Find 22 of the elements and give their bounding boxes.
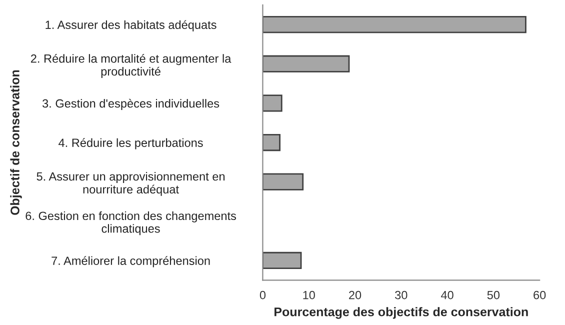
- x-tick-label: 10: [303, 290, 315, 300]
- bar: [262, 134, 280, 152]
- y-tick-label: 4. Réduire les perturbations: [58, 138, 203, 150]
- bar: [262, 55, 350, 72]
- bar: [262, 252, 302, 270]
- bar: [262, 94, 282, 112]
- y-axis-title: Objectif de conservation: [10, 70, 22, 215]
- x-tick-label: 20: [349, 290, 362, 300]
- x-tick-label: 30: [395, 290, 408, 300]
- y-tick-label: 1. Assurer des habitats adéquats: [46, 20, 216, 32]
- bar: [262, 16, 526, 34]
- y-tick-label: 7. Améliorer la compréhension: [52, 256, 210, 268]
- x-tick-label: 60: [534, 290, 546, 300]
- x-tick-label: 40: [441, 290, 454, 300]
- x-tick-label: 0: [260, 290, 266, 300]
- y-tick-label: 6. Gestion en fonction des changements climatiques: [26, 211, 236, 236]
- y-tick-label: 2. Réduire la mortalité et augmenter la productivité: [30, 54, 232, 78]
- bar: [262, 173, 304, 190]
- y-tick-label: 5. Assurer un approvisionnement en nourriture adéquat: [36, 172, 225, 196]
- x-tick-label: 50: [487, 290, 500, 300]
- x-axis-title: Pourcentage des objectifs de conservation: [274, 307, 528, 319]
- y-tick-label: 3. Gestion d'espèces individuelles: [42, 98, 220, 110]
